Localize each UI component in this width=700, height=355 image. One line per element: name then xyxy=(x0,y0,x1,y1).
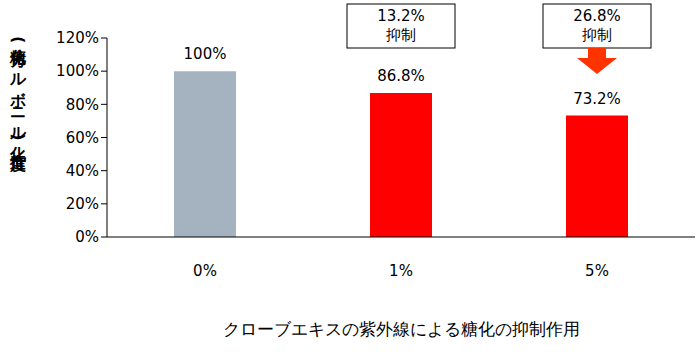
svg-text:5%: 5% xyxy=(585,262,609,280)
svg-text:1%: 1% xyxy=(389,262,413,280)
svg-text:抑制: 抑制 xyxy=(582,26,612,44)
svg-text:抑制: 抑制 xyxy=(386,26,416,44)
svg-text:100%: 100% xyxy=(184,45,227,63)
svg-text:0%: 0% xyxy=(193,262,217,280)
svg-text:73.2%: 73.2% xyxy=(573,90,621,108)
svg-text:13.2%: 13.2% xyxy=(377,7,425,25)
svg-text:100%: 100% xyxy=(56,62,99,80)
svg-text:20%: 20% xyxy=(66,195,99,213)
svg-text:80%: 80% xyxy=(66,96,99,114)
svg-text:0%: 0% xyxy=(75,228,99,246)
svg-text:60%: 60% xyxy=(66,129,99,147)
svg-text:40%: 40% xyxy=(66,162,99,180)
html-text:糖化(カルボニル化)進行度: 糖化(カルボニル化)進行度 xyxy=(9,36,28,141)
html-text:クローブエキスの紫外線による糖化の抑制作用: クローブエキスの紫外線による糖化の抑制作用 xyxy=(222,319,580,339)
svg-text:120%: 120% xyxy=(56,29,99,47)
svg-text:26.8%: 26.8% xyxy=(573,7,621,25)
svg-text:86.8%: 86.8% xyxy=(377,67,425,85)
